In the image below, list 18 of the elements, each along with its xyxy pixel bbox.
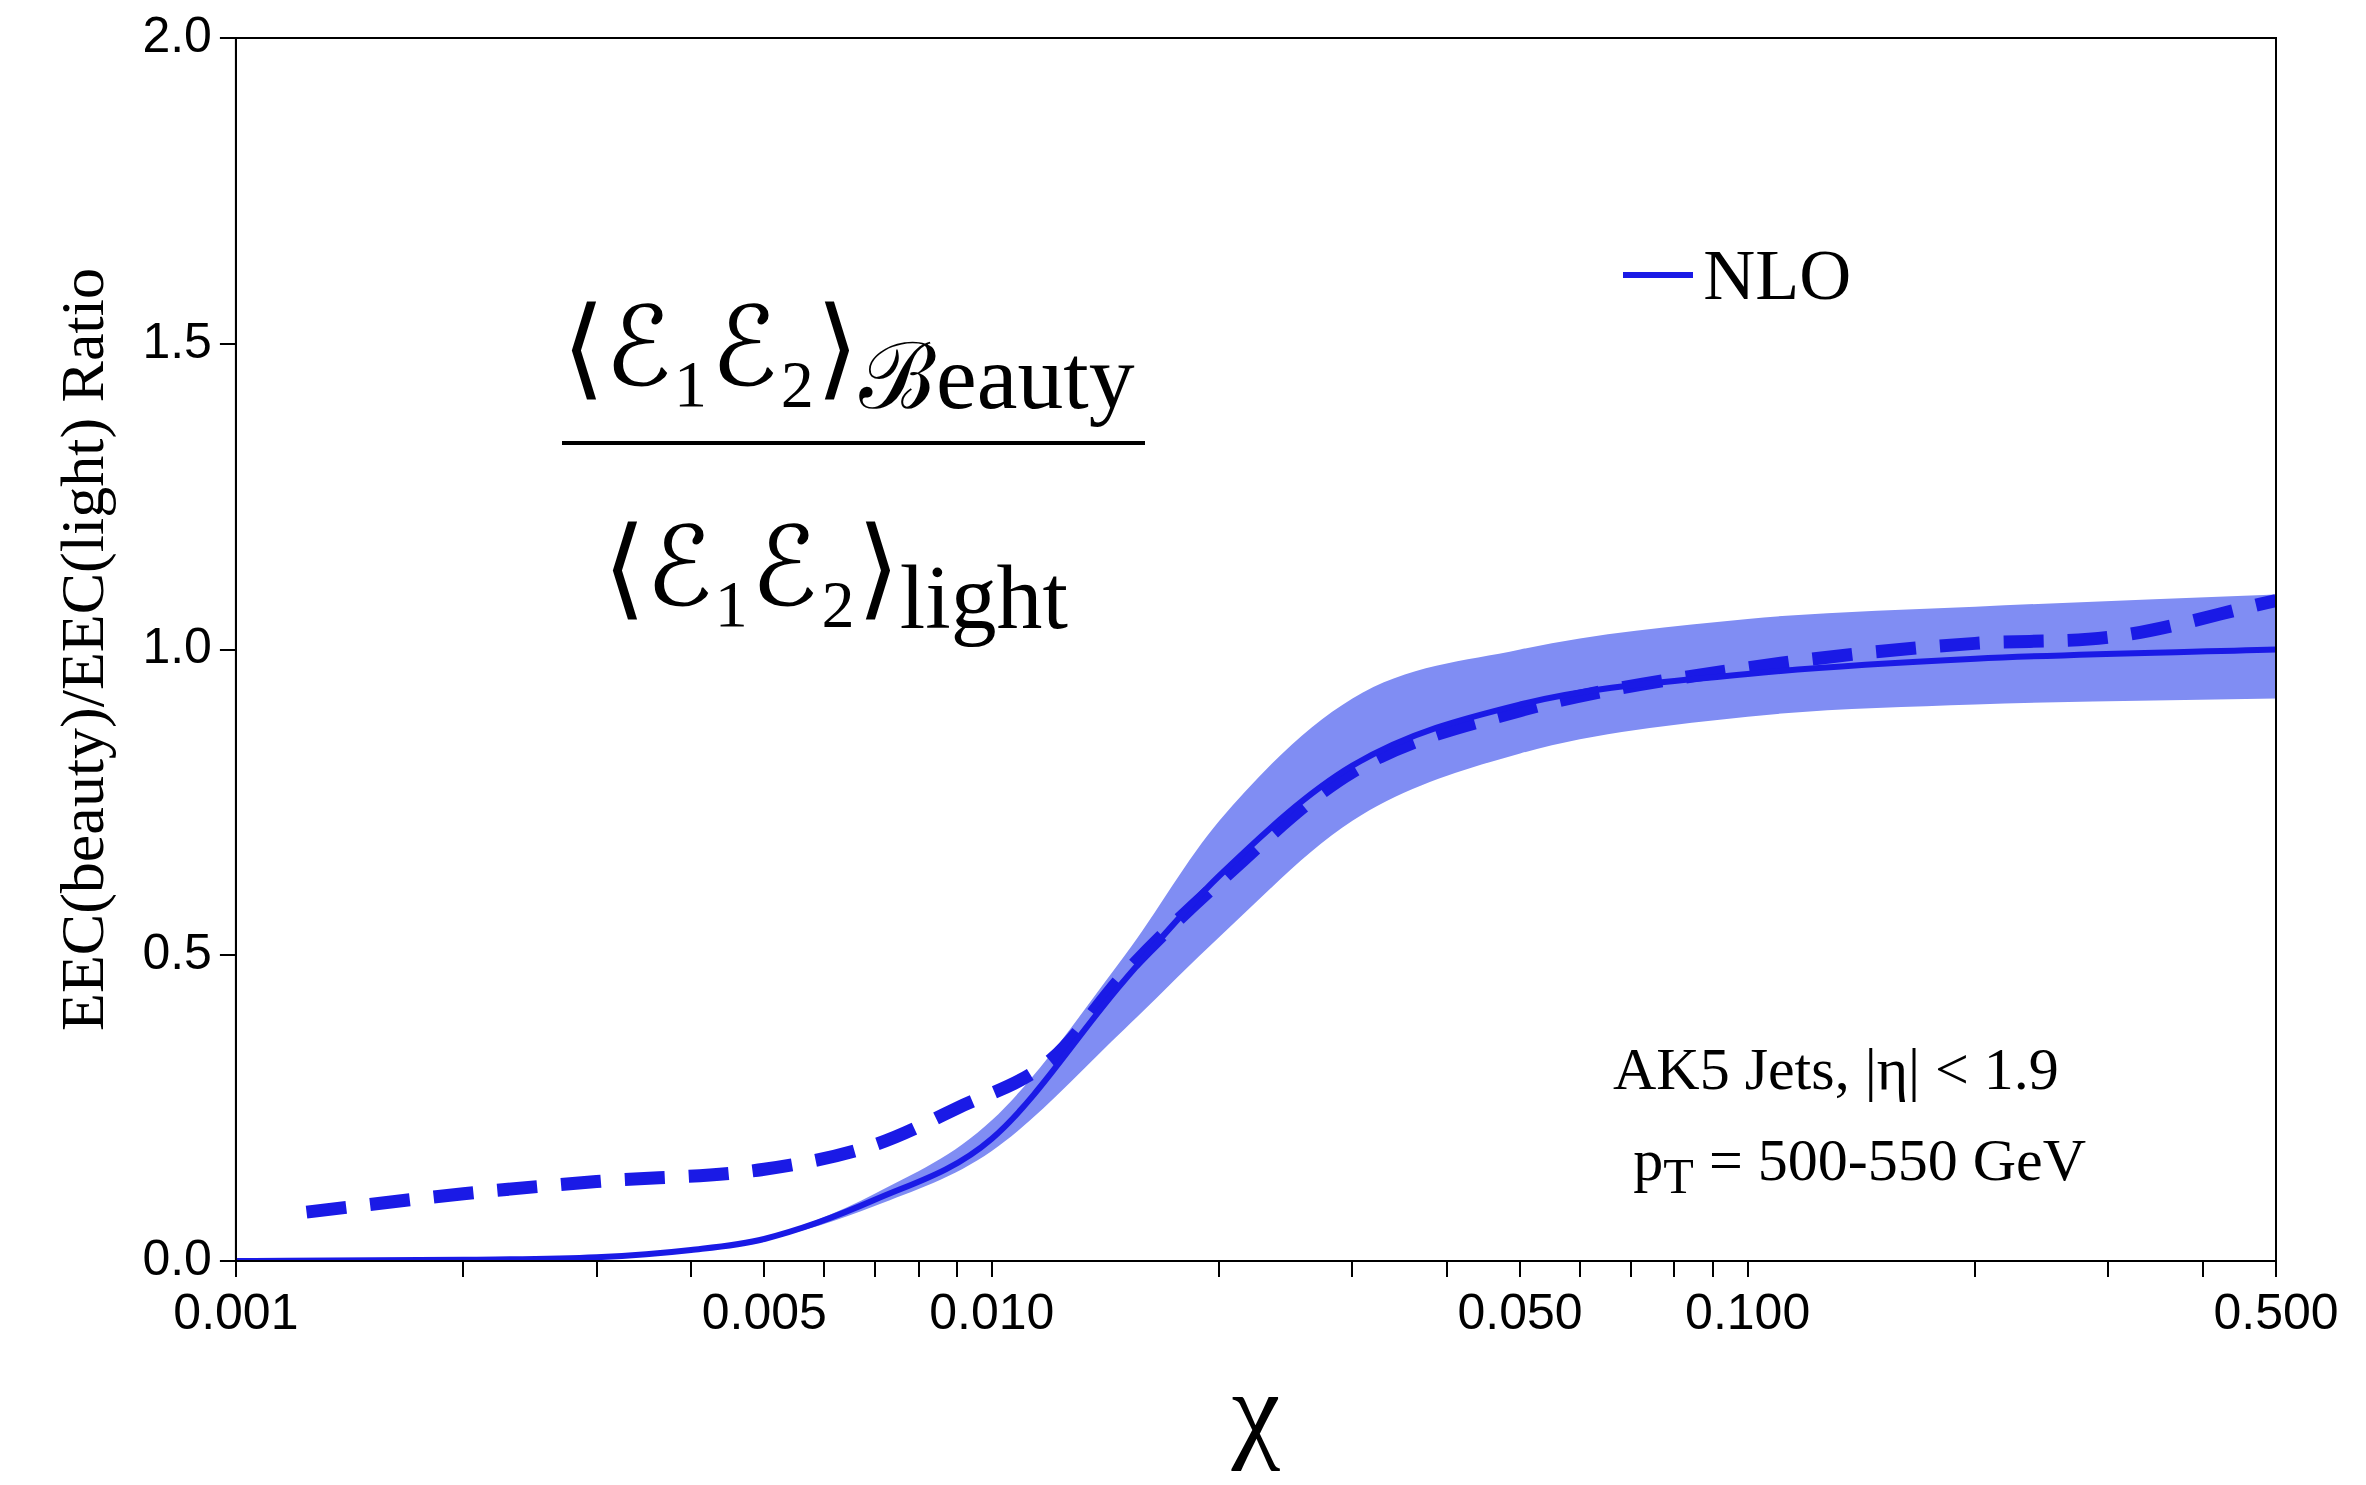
y-axis-title: EEC(beauty)/EEC(light) Ratio: [48, 268, 118, 1031]
x-tick-label: 0.010: [929, 1283, 1055, 1340]
y-tick-label: 1.0: [142, 618, 212, 675]
annotation: AK5 Jets, |η| < 1.9: [1612, 1034, 2059, 1104]
y-tick-label: 0.0: [142, 1229, 212, 1286]
y-tick-label: 0.5: [142, 924, 212, 981]
x-tick-label: 0.500: [2213, 1283, 2339, 1340]
x-tick-label: 0.050: [1457, 1283, 1583, 1340]
x-tick-label: 0.001: [173, 1283, 299, 1340]
x-tick-label: 0.005: [701, 1283, 827, 1340]
x-axis-title: χ: [1230, 1349, 1281, 1472]
annotation: p$_{T}$ = 500-550 GeV: [1633, 1126, 2087, 1206]
legend-label: NLO: [1703, 233, 1852, 317]
x-tick-label: 0.100: [1685, 1283, 1811, 1340]
y-tick-label: 1.5: [142, 312, 212, 369]
annotation: ⟨ℰ₁ℰ₂⟩$_{light}$: [603, 505, 1068, 650]
y-tick-label: 2.0: [142, 6, 212, 63]
annotation: ⟨ℰ₁ℰ₂⟩$_{ℬeauty}$: [562, 282, 1145, 445]
